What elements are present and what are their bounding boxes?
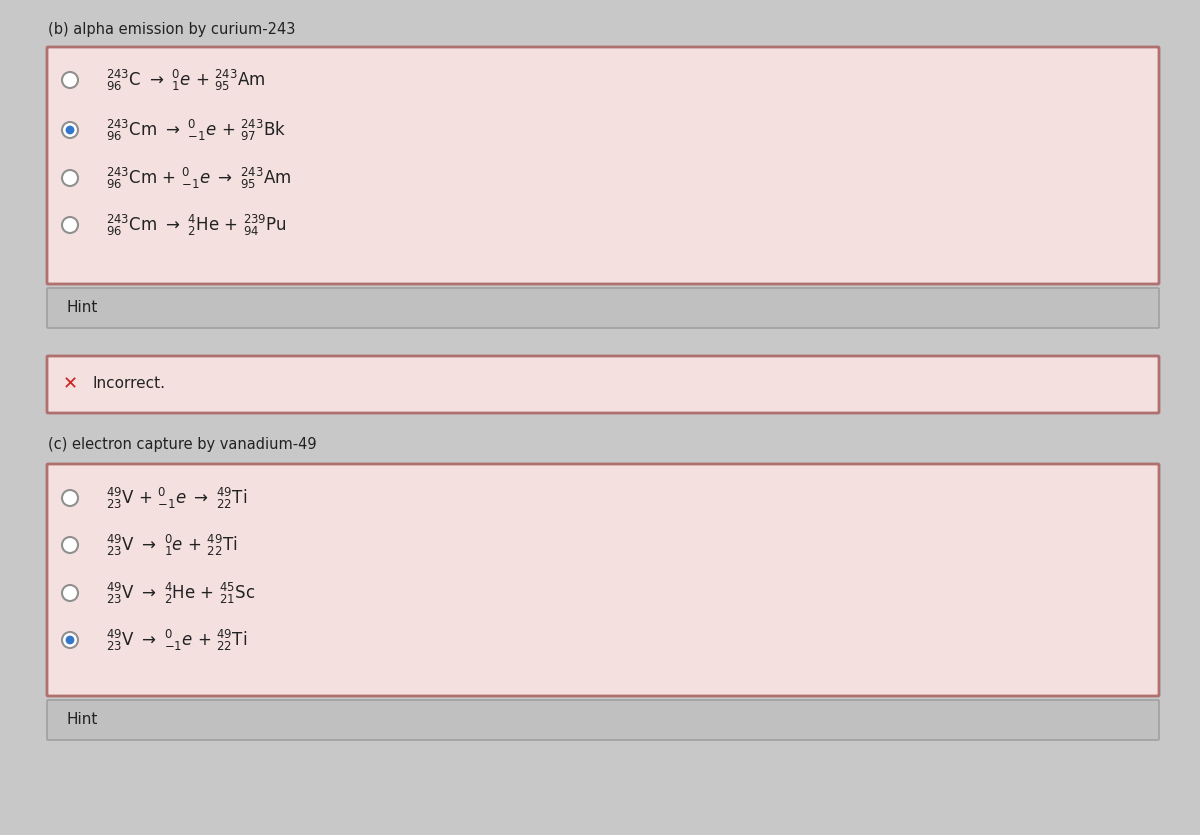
Text: Incorrect.: Incorrect. <box>94 377 166 392</box>
Text: $^{49}_{23}$V $\rightarrow$ $^{0}_{-1}e$ + $^{49}_{22}$Ti: $^{49}_{23}$V $\rightarrow$ $^{0}_{-1}e$… <box>106 627 247 652</box>
Circle shape <box>62 170 78 186</box>
Text: ✕: ✕ <box>62 375 78 393</box>
Circle shape <box>66 125 74 134</box>
Text: $^{243}_{96}$Cm $\rightarrow$ $^{0}_{-1}e$ + $^{243}_{97}$Bk: $^{243}_{96}$Cm $\rightarrow$ $^{0}_{-1}… <box>106 118 286 143</box>
Circle shape <box>62 632 78 648</box>
Text: $^{243}_{96}$Cm $\rightarrow$ $^{4}_{2}$He + $^{239}_{94}$Pu: $^{243}_{96}$Cm $\rightarrow$ $^{4}_{2}$… <box>106 212 287 237</box>
Text: $^{243}_{96}$C $\rightarrow$ $^{0}_{1}e$ + $^{243}_{95}$Am: $^{243}_{96}$C $\rightarrow$ $^{0}_{1}e$… <box>106 68 265 93</box>
FancyBboxPatch shape <box>47 356 1159 413</box>
Circle shape <box>62 122 78 138</box>
FancyBboxPatch shape <box>47 700 1159 740</box>
Circle shape <box>62 490 78 506</box>
Text: $^{49}_{23}$V + $^{0}_{-1}e$ $\rightarrow$ $^{49}_{22}$Ti: $^{49}_{23}$V + $^{0}_{-1}e$ $\rightarro… <box>106 485 247 510</box>
Text: (c) electron capture by vanadium-49: (c) electron capture by vanadium-49 <box>48 437 317 452</box>
FancyBboxPatch shape <box>47 288 1159 328</box>
Text: Hint: Hint <box>66 712 97 727</box>
FancyBboxPatch shape <box>47 47 1159 284</box>
Circle shape <box>62 537 78 553</box>
Circle shape <box>62 217 78 233</box>
Text: $^{49}_{23}$V $\rightarrow$ $^{4}_{2}$He + $^{45}_{21}$Sc: $^{49}_{23}$V $\rightarrow$ $^{4}_{2}$He… <box>106 580 256 605</box>
Text: (b) alpha emission by curium-243: (b) alpha emission by curium-243 <box>48 22 295 37</box>
Circle shape <box>62 72 78 88</box>
Circle shape <box>62 585 78 601</box>
Circle shape <box>66 635 74 645</box>
FancyBboxPatch shape <box>47 464 1159 696</box>
Text: $^{243}_{96}$Cm + $^{0}_{-1}e$ $\rightarrow$ $^{243}_{95}$Am: $^{243}_{96}$Cm + $^{0}_{-1}e$ $\rightar… <box>106 165 292 190</box>
Text: $^{49}_{23}$V $\rightarrow$ $^{0}_{1}e$ + $^{49}_{22}$Ti: $^{49}_{23}$V $\rightarrow$ $^{0}_{1}e$ … <box>106 533 238 558</box>
Text: Hint: Hint <box>66 301 97 316</box>
